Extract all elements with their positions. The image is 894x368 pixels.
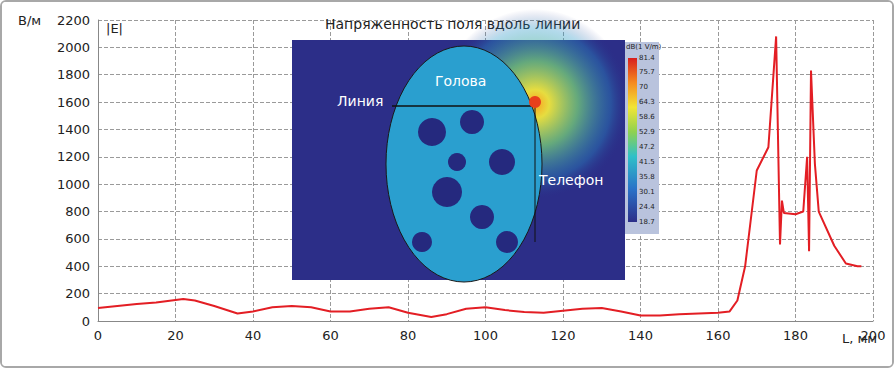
svg-text:70: 70 — [639, 83, 648, 91]
svg-text:24.4: 24.4 — [639, 203, 655, 211]
svg-text:800: 800 — [65, 204, 90, 219]
svg-text:|E|: |E| — [106, 21, 123, 36]
svg-text:20: 20 — [167, 328, 184, 343]
svg-text:1400: 1400 — [57, 122, 90, 137]
svg-text:0: 0 — [94, 328, 102, 343]
svg-text:47.2: 47.2 — [639, 143, 655, 151]
svg-text:30.1: 30.1 — [639, 188, 655, 196]
svg-text:140: 140 — [628, 328, 653, 343]
svg-text:1000: 1000 — [57, 177, 90, 192]
svg-text:1800: 1800 — [57, 67, 90, 82]
svg-text:В/м: В/м — [18, 13, 41, 28]
svg-text:200: 200 — [65, 286, 90, 301]
svg-text:2000: 2000 — [57, 40, 90, 55]
svg-text:2200: 2200 — [57, 13, 90, 28]
svg-text:Напряженность поля вдоль линии: Напряженность поля вдоль линии — [325, 16, 581, 32]
svg-text:75.7: 75.7 — [639, 68, 655, 76]
svg-text:400: 400 — [65, 259, 90, 274]
svg-text:0: 0 — [82, 314, 90, 329]
svg-text:60: 60 — [322, 328, 339, 343]
svg-text:160: 160 — [706, 328, 731, 343]
svg-text:dB(1 V/m): dB(1 V/m) — [626, 43, 662, 51]
svg-text:100: 100 — [473, 328, 498, 343]
svg-text:40: 40 — [245, 328, 262, 343]
svg-text:35.8: 35.8 — [639, 173, 655, 181]
svg-text:80: 80 — [400, 328, 417, 343]
svg-text:64.3: 64.3 — [639, 98, 655, 106]
svg-text:41.5: 41.5 — [639, 158, 655, 166]
svg-text:Линия: Линия — [337, 93, 383, 109]
svg-text:L, мм: L, мм — [842, 331, 877, 346]
svg-text:1600: 1600 — [57, 95, 90, 110]
svg-text:18.7: 18.7 — [639, 218, 655, 226]
svg-text:120: 120 — [551, 328, 576, 343]
svg-text:1200: 1200 — [57, 149, 90, 164]
svg-text:180: 180 — [783, 328, 808, 343]
svg-text:81.4: 81.4 — [639, 54, 655, 62]
svg-text:Голова: Голова — [435, 73, 486, 89]
svg-text:Телефон: Телефон — [538, 172, 603, 188]
svg-text:52.9: 52.9 — [639, 128, 655, 136]
svg-text:58.6: 58.6 — [639, 113, 655, 121]
svg-text:600: 600 — [65, 231, 90, 246]
